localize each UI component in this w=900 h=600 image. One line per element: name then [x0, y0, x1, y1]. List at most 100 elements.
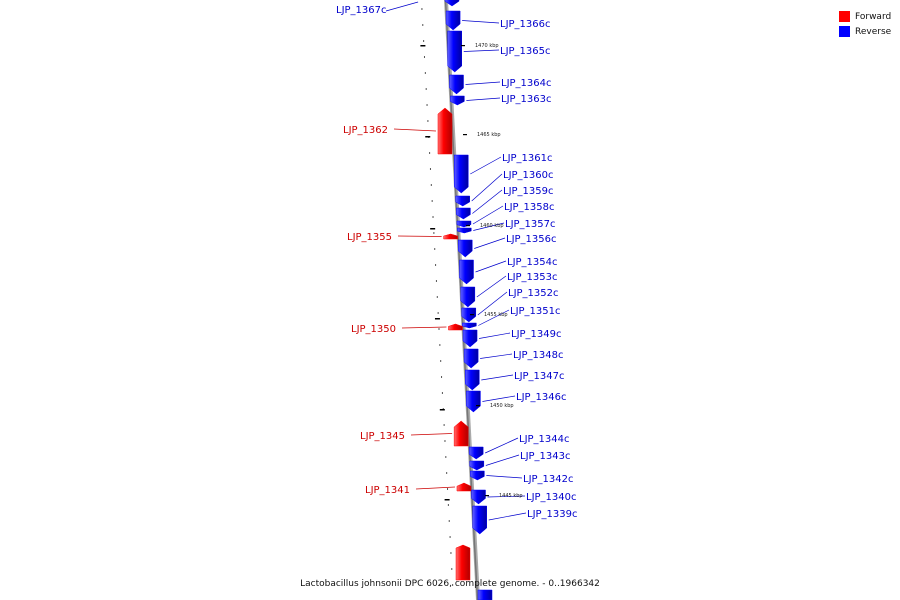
tick-dot — [430, 184, 432, 186]
tick-dot — [448, 520, 450, 522]
major-tick — [434, 318, 440, 320]
gene-arrow-ljp-1339c[interactable] — [472, 505, 487, 535]
gene-arrow-ljp-1357c[interactable] — [457, 227, 472, 234]
tick-dot — [451, 568, 453, 570]
gene-arrow-ljp-1360c[interactable] — [455, 195, 470, 207]
leader-ljp-1342c — [486, 475, 523, 479]
gene-arrow-ljp-1351c[interactable] — [462, 322, 477, 329]
tick-dot — [422, 24, 424, 26]
gene-arrow-ljp-1364c[interactable] — [449, 74, 464, 95]
major-tick — [420, 45, 426, 47]
leader-ljp-1360c — [471, 173, 503, 202]
gene-arrow-ljp-1355[interactable] — [443, 233, 458, 240]
label-ljp-1341[interactable]: LJP_1341 — [365, 485, 410, 496]
label-ljp-1353c[interactable]: LJP_1353c — [507, 272, 558, 283]
tick-dot — [433, 232, 435, 234]
gene-arrow-ljp-1356c[interactable] — [458, 239, 473, 258]
label-ljp-1346c[interactable]: LJP_1346c — [516, 392, 567, 403]
leader-ljp-1358c — [472, 205, 504, 225]
tick-dot — [450, 552, 452, 554]
tick-dot — [446, 472, 448, 474]
tick-dot — [445, 456, 447, 458]
forward-swatch — [839, 11, 850, 22]
label-ljp-1349c[interactable]: LJP_1349c — [511, 329, 562, 340]
label-ljp-1358c[interactable]: LJP_1358c — [504, 202, 555, 213]
gene-arrow-ljp-1363c[interactable] — [450, 95, 465, 106]
gene-arrow-ljp-1348c[interactable] — [463, 348, 479, 369]
genome-caption: Lactobacillus johnsonii DPC 6026, comple… — [300, 579, 600, 589]
gene-arrow-ljp-1350[interactable] — [448, 323, 463, 331]
tick-dot — [435, 264, 437, 266]
reverse-swatch — [839, 26, 850, 37]
tick-dot — [425, 88, 427, 90]
leader-ljp-1341 — [415, 486, 455, 490]
label-ljp-1345[interactable]: LJP_1345 — [360, 431, 405, 442]
label-ljp-1362[interactable]: LJP_1362 — [343, 125, 388, 136]
label-ljp-1342c[interactable]: LJP_1342c — [523, 474, 574, 485]
gene-arrow-ljp-1365c[interactable] — [447, 30, 462, 73]
tick-dot — [429, 168, 431, 170]
label-ljp-1366c[interactable]: LJP_1366c — [500, 19, 551, 30]
leader-ljp-1340c — [487, 495, 526, 498]
tick-dot — [423, 40, 425, 42]
gene-arrow-ljp-1342c[interactable] — [470, 470, 485, 481]
kbp-tick — [461, 45, 465, 47]
gene-arrow-ljp-1345[interactable] — [453, 420, 469, 447]
label-ljp-1352c[interactable]: LJP_1352c — [508, 288, 559, 299]
label-ljp-1354c[interactable]: LJP_1354c — [507, 257, 558, 268]
gene-arrow-ljp-1344c[interactable] — [468, 446, 484, 460]
gene-arrow-ljp-1340c[interactable] — [471, 489, 486, 505]
gene-arrow-ljp-1353c[interactable] — [460, 286, 476, 308]
tick-dot — [438, 328, 440, 330]
label-ljp-1360c[interactable]: LJP_1360c — [503, 170, 554, 181]
label-ljp-1350[interactable]: LJP_1350 — [351, 324, 396, 335]
leader-ljp-1361c — [470, 156, 502, 175]
leader-ljp-1363c — [466, 97, 501, 101]
label-ljp-1367c[interactable]: LJP_1367c — [336, 5, 387, 16]
tick-dot — [447, 504, 449, 506]
label-ljp-1344c[interactable]: LJP_1344c — [519, 434, 570, 445]
kbp-markers: 1470 kbp 1465 kbp 1460 kbp 1455 kbp 1450 kbp… — [461, 43, 523, 499]
gene-features — [437, 0, 493, 600]
gene-arrow-ljp-1354c[interactable] — [459, 259, 474, 285]
gene-arrow-ljp-1367c[interactable] — [444, 0, 460, 7]
label-ljp-1348c[interactable]: LJP_1348c — [513, 350, 564, 361]
tick-dot — [452, 584, 454, 586]
label-ljp-1359c[interactable]: LJP_1359c — [503, 186, 554, 197]
gene-arrow-ljp-1366c[interactable] — [445, 10, 461, 31]
label-ljp-1357c[interactable]: LJP_1357c — [505, 219, 556, 230]
label-ljp-1361c[interactable]: LJP_1361c — [502, 153, 553, 164]
gene-arrow-ljp-1343c[interactable] — [469, 460, 485, 471]
gene-arrow-ljp-1359c[interactable] — [456, 207, 471, 220]
leader-ljp-1353c — [476, 275, 507, 298]
label-ljp-1355[interactable]: LJP_1355 — [347, 232, 392, 243]
gene-arrow-ljp-1347c[interactable] — [465, 369, 480, 391]
gene-arrow-ljp-1362[interactable] — [437, 107, 453, 155]
leader-ljp-1364c — [465, 81, 501, 85]
label-ljp-1365c[interactable]: LJP_1365c — [500, 46, 551, 57]
kbp-label: 1465 kbp — [477, 132, 501, 138]
gene-arrow-ljp-1349c[interactable] — [462, 329, 478, 348]
leader-ljp-1356c — [474, 237, 506, 249]
tick-dot — [427, 120, 429, 122]
gene-arrow-ljp-1341[interactable] — [456, 482, 472, 492]
gene-arrow-ljp-1352c[interactable] — [461, 307, 477, 323]
tick-dot — [436, 296, 438, 298]
label-ljp-1364c[interactable]: LJP_1364c — [501, 78, 552, 89]
label-ljp-1356c[interactable]: LJP_1356c — [506, 234, 557, 245]
label-ljp-1343c[interactable]: LJP_1343c — [520, 451, 571, 462]
label-ljp-1340c[interactable]: LJP_1340c — [526, 492, 577, 503]
gene-arrow-ljp-1346c[interactable] — [466, 390, 481, 413]
leader-ljp-1345 — [410, 433, 453, 436]
leader-ljp-1366c — [462, 20, 500, 24]
label-ljp-1347c[interactable]: LJP_1347c — [514, 371, 565, 382]
label-ljp-1363c[interactable]: LJP_1363c — [501, 94, 552, 105]
label-ljp-1339c[interactable]: LJP_1339c — [527, 509, 578, 520]
gene-arrow-ljp-1361c[interactable] — [454, 154, 469, 194]
leader-ljp-1347c — [481, 374, 514, 381]
leader-ljp-1367c — [385, 1, 419, 12]
tick-dot — [444, 440, 446, 442]
label-ljp-1351c[interactable]: LJP_1351c — [510, 306, 561, 317]
kbp-label: 1455 kbp — [484, 312, 508, 318]
